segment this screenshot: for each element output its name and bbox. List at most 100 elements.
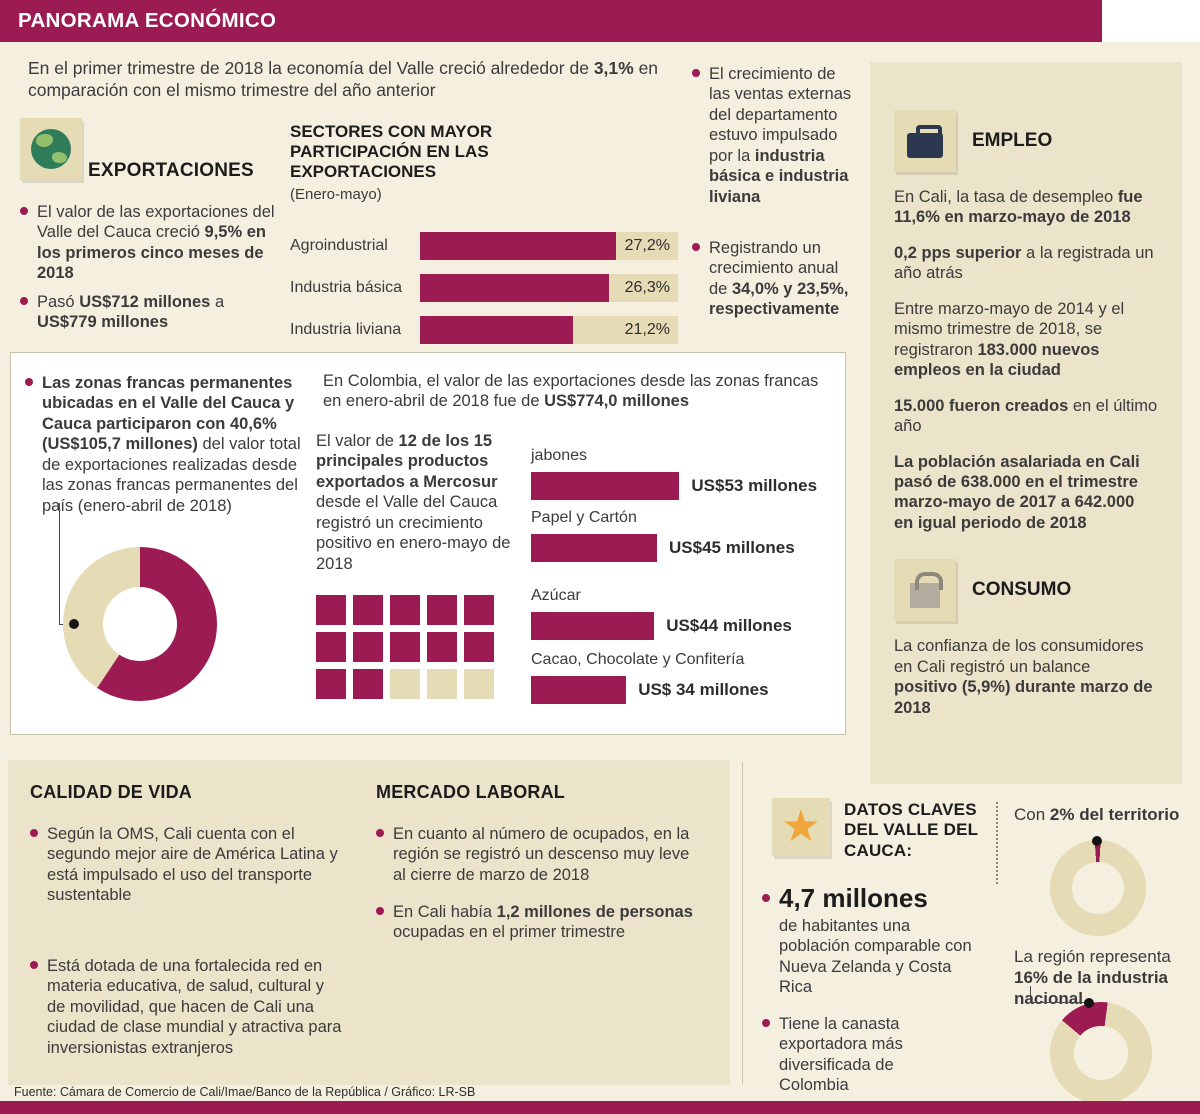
waffle-cell — [353, 669, 383, 699]
page-title: PANORAMA ECONÓMICO — [18, 9, 277, 32]
calidad-bullet-text: Está dotada de una fortalecida red en ma… — [47, 957, 342, 1057]
calidad-title: CALIDAD DE VIDA — [30, 782, 193, 802]
briefcase-icon — [894, 110, 956, 172]
waffle-cell — [464, 595, 494, 625]
product-value: US$ 34 millones — [638, 680, 769, 699]
product-label: Papel y Cartón — [531, 509, 637, 526]
waffle-cell — [427, 669, 457, 699]
exportaciones-bullet-text: El valor de las exportaciones del Valle … — [37, 203, 275, 283]
product-label: Azúcar — [531, 587, 581, 604]
bar-fill — [420, 316, 573, 344]
exportaciones-bullet: Pasó US$712 millones a US$779 millones — [20, 292, 282, 333]
intro-text: En el primer trimestre de 2018 la econom… — [28, 58, 659, 100]
consumo-header: CONSUMO — [894, 559, 1158, 622]
zonas-francas-bullet: Las zonas francas permanentes ubicadas e… — [25, 373, 313, 516]
footer-source: Fuente: Cámara de Comercio de Cali/Imae/… — [14, 1085, 476, 1099]
bar-fill — [420, 274, 610, 302]
consumo-title: CONSUMO — [972, 579, 1072, 601]
shopping-bag-icon — [894, 559, 956, 622]
mercosur-paragraph: El valor de 12 de los 15 principales pro… — [316, 432, 511, 573]
bullet-dot — [30, 829, 38, 837]
bar-label: Industria básica — [290, 279, 403, 296]
star-icon: ★ — [772, 798, 830, 856]
zonas-francas-text: Las zonas francas permanentes ubicadas e… — [42, 374, 301, 515]
product-item-cacao: Cacao, Chocolate y Confitería US$ 34 mil… — [531, 651, 843, 704]
shopping-bag-icon-glyph — [910, 572, 943, 609]
bullet-dot — [762, 894, 770, 902]
empleo-header: EMPLEO — [894, 110, 1158, 172]
product-value: US$44 millones — [666, 616, 792, 635]
empleo-paragraph: 15.000 fueron creados en el último año — [894, 396, 1158, 436]
product-label: jabones — [531, 447, 588, 464]
exportaciones-title: EXPORTACIONES — [88, 160, 254, 181]
product-bar — [531, 472, 680, 500]
product-label: Cacao, Chocolate y Confitería — [531, 651, 745, 668]
bullet-dot — [376, 907, 384, 915]
empleo-panel: EMPLEO En Cali, la tasa de desempleo fue… — [870, 62, 1182, 784]
waffle-cell — [316, 632, 346, 662]
territorio-marker-dot — [1092, 836, 1102, 846]
product-value: US$53 millones — [691, 476, 818, 495]
bullet-dot — [20, 297, 28, 305]
product-item-papel-carton: Papel y Cartón US$45 millones — [531, 509, 843, 562]
globe-icon-glyph — [31, 129, 71, 169]
mercado-title: MERCADO LABORAL — [376, 782, 565, 802]
waffle-cell — [427, 632, 457, 662]
waffle-cell — [390, 595, 420, 625]
canasta-bullet: Tiene la canasta exportadora más diversi… — [762, 1014, 967, 1096]
waffle-cell — [427, 595, 457, 625]
poblacion-bullet: 4,7 millones de habitantes una población… — [762, 884, 976, 997]
bar-row-industria-liviana: Industria liviana 21,2% — [290, 316, 678, 344]
bar-track: 26,3% — [420, 274, 678, 302]
big-number-caption: de habitantes una población comparable c… — [779, 916, 972, 996]
donut-hole — [1072, 862, 1124, 914]
industria-donut — [1050, 1002, 1152, 1104]
product-item-azucar: Azúcar US$44 millones — [531, 587, 843, 640]
product-bar — [531, 612, 655, 640]
empleo-paragraph: En Cali, la tasa de desempleo fue 11,6% … — [894, 188, 1143, 227]
mercado-bullet-text: En cuanto al número de ocupados, en la r… — [393, 825, 690, 884]
bar-label: Industria liviana — [290, 321, 402, 338]
territorio-donut — [1050, 840, 1146, 936]
poblacion-bullet-body: 4,7 millones de habitantes una población… — [779, 884, 976, 997]
side-bullet-text: Registrando un crecimiento anual de 34,0… — [709, 239, 849, 319]
donut-hole — [103, 587, 177, 661]
bullet-dot — [376, 829, 384, 837]
mercado-bullet: En Cali había 1,2 millones de personas o… — [376, 902, 702, 943]
bullet-dot — [30, 961, 38, 969]
industria-connector-line — [1030, 986, 1088, 1003]
zonas-francas-donut — [63, 547, 217, 701]
donut-marker-dot — [69, 619, 79, 629]
mercado-bullet-text: En Cali había 1,2 millones de personas o… — [393, 903, 693, 942]
bar-row-agroindustrial: Agroindustrial 27,2% — [290, 232, 678, 260]
waffle-cell — [464, 632, 494, 662]
sectores-subtitle: (Enero-mayo) — [290, 186, 382, 203]
exportaciones-bullet-text: Pasó US$712 millones a US$779 millones — [37, 293, 225, 332]
dotted-divider — [996, 802, 998, 884]
bullet-dot — [692, 243, 700, 251]
consumo-paragraph: La confianza de los consumidores en Cali… — [894, 637, 1153, 717]
calidad-bullet: Según la OMS, Cali cuenta con el segundo… — [30, 824, 346, 906]
waffle-cell — [316, 595, 346, 625]
datos-claves-title: DATOS CLAVES DEL VALLE DEL CAUCA: — [844, 800, 978, 860]
star-icon-glyph: ★ — [781, 802, 821, 851]
calidad-bullet: Está dotada de una fortalecida red en ma… — [30, 956, 346, 1058]
bar-fill — [420, 232, 616, 260]
product-item-jabones: jabones US$53 millones — [531, 447, 843, 500]
donut-hole — [1074, 1026, 1128, 1080]
zonas-francas-box: Las zonas francas permanentes ubicadas e… — [10, 352, 846, 735]
header-title-block: PANORAMA ECONÓMICO — [0, 0, 1102, 42]
bullet-dot — [20, 207, 28, 215]
waffle-cell — [390, 669, 420, 699]
vertical-divider — [742, 762, 743, 1084]
product-bar — [531, 676, 627, 704]
industria-marker-dot — [1084, 998, 1094, 1008]
bar-value: 27,2% — [624, 237, 670, 254]
product-value: US$45 millones — [669, 538, 795, 557]
briefcase-icon-glyph — [907, 125, 943, 158]
sectores-title: SECTORES CON MAYOR PARTICIPACIÓN EN LAS … — [290, 122, 493, 182]
empleo-title: EMPLEO — [972, 130, 1053, 151]
side-bullet-text: El crecimiento de las ventas externas de… — [709, 65, 852, 206]
product-bar-row: US$44 millones — [531, 612, 843, 640]
